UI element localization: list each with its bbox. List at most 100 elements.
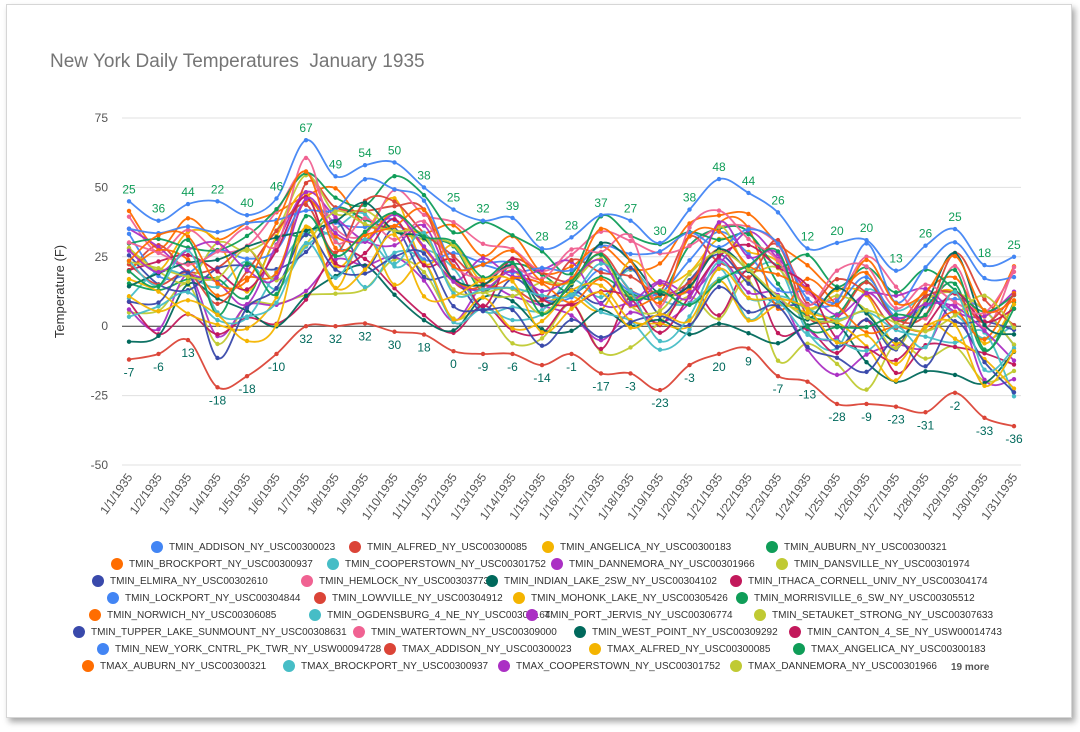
legend-item[interactable]: TMAX_BROCKPORT_NY_USC00300937 <box>283 660 488 672</box>
data-point <box>185 337 191 343</box>
data-point <box>923 265 928 270</box>
data-point <box>864 324 869 330</box>
data-label-min: 32 <box>299 332 313 346</box>
legend-item[interactable]: TMIN_WATERTOWN_NY_USC00309000 <box>353 626 557 638</box>
legend-item[interactable]: TMAX_COOPERSTOWN_NY_USC00301752 <box>498 660 720 672</box>
data-point <box>657 240 663 246</box>
data-label-max: 54 <box>358 146 372 160</box>
data-point <box>893 312 899 317</box>
legend-item[interactable]: TMAX_ALFRED_NY_USC00300085 <box>589 643 770 655</box>
legend-item[interactable]: TMIN_LOWVILLE_NY_USC00304912 <box>314 592 503 604</box>
data-point <box>215 317 220 323</box>
data-point <box>569 264 574 269</box>
data-point <box>451 294 456 299</box>
data-label-min: 18 <box>417 341 431 355</box>
data-point <box>244 301 250 307</box>
data-point <box>333 230 338 236</box>
data-point <box>480 256 486 261</box>
data-point <box>510 285 515 291</box>
legend-item[interactable]: TMIN_ADDISON_NY_USC00300023 <box>151 541 335 553</box>
data-point <box>421 274 427 280</box>
data-point <box>923 364 928 369</box>
data-point <box>421 207 427 213</box>
data-point <box>480 295 486 300</box>
legend-item[interactable]: TMIN_ITHACA_CORNELL_UNIV_NY_USC00304174 <box>730 575 988 587</box>
data-label-min: 13 <box>181 346 195 360</box>
data-point <box>185 237 191 243</box>
data-point <box>244 338 250 344</box>
data-point <box>864 241 869 246</box>
data-point <box>156 283 161 289</box>
legend-item[interactable]: TMIN_ELMIRA_NY_USC00302610 <box>92 575 268 587</box>
data-point <box>893 293 899 298</box>
data-point <box>1011 376 1017 382</box>
legend-swatch <box>353 626 365 638</box>
data-point <box>274 228 279 233</box>
data-point <box>716 313 722 318</box>
data-point <box>952 250 958 256</box>
legend-item[interactable]: TMIN_ALFRED_NY_USC00300085 <box>349 541 527 553</box>
data-point <box>156 304 161 309</box>
data-point <box>510 233 515 238</box>
data-point <box>274 292 279 297</box>
data-point <box>746 275 751 280</box>
data-point <box>185 224 191 229</box>
data-point <box>303 293 309 299</box>
data-label-max: 40 <box>240 196 254 210</box>
legend-label: TMIN_MOHONK_LAKE_NY_USC00305426 <box>531 592 728 604</box>
legend-swatch <box>111 558 123 570</box>
data-point <box>598 270 604 275</box>
legend-more-link[interactable]: 19 more <box>951 662 990 673</box>
data-point <box>923 301 928 307</box>
data-point <box>156 266 161 271</box>
data-point <box>244 314 250 319</box>
legend-item[interactable]: TMAX_DANNEMORA_NY_USC00301966 <box>730 660 937 672</box>
legend-swatch <box>486 575 498 587</box>
legend-item[interactable]: TMIN_DANNEMORA_NY_USC00301966 <box>551 558 755 570</box>
data-point <box>982 293 987 298</box>
legend-item[interactable]: TMIN_NEW_YORK_CNTRL_PK_TWR_NY_USW0009472… <box>97 643 381 655</box>
data-point <box>598 335 604 340</box>
data-point <box>687 243 692 249</box>
data-label-min: 0 <box>450 357 457 371</box>
legend-item[interactable]: TMIN_AUBURN_NY_USC00300321 <box>766 541 947 553</box>
legend-item[interactable]: TMIN_INDIAN_LAKE_2SW_NY_USC00304102 <box>486 575 717 587</box>
data-point <box>864 360 869 365</box>
data-point <box>805 324 810 330</box>
data-point <box>244 246 250 252</box>
data-point <box>156 236 161 242</box>
series-3 <box>126 224 1017 389</box>
legend-item[interactable]: TMIN_HEMLOCK_NY_USC00303773 <box>301 575 489 587</box>
data-point <box>716 176 722 182</box>
legend-item[interactable]: TMIN_NORWICH_NY_USC00306085 <box>89 609 276 621</box>
legend-item[interactable]: TMIN_SETAUKET_STRONG_NY_USC00307633 <box>754 609 993 621</box>
legend-item[interactable]: TMAX_ADDISON_NY_USC00300023 <box>384 643 572 655</box>
legend-item[interactable]: TMIN_BROCKPORT_NY_USC00300937 <box>111 558 313 570</box>
data-point <box>775 281 781 286</box>
legend-item[interactable]: TMIN_OGDENSBURG_4_NE_NY_USC00306164 <box>309 609 550 621</box>
data-point <box>952 275 958 280</box>
data-point <box>746 318 751 323</box>
legend-item[interactable]: TMIN_PORT_JERVIS_NY_USC00306774 <box>526 609 733 621</box>
legend-item[interactable]: TMIN_CANTON_4_SE_NY_USW00014743 <box>789 626 1002 638</box>
legend-item[interactable]: TMIN_MOHONK_LAKE_NY_USC00305426 <box>513 592 728 604</box>
legend-item[interactable]: TMIN_WEST_POINT_NY_USC00309292 <box>574 626 778 638</box>
legend-item[interactable]: TMAX_AUBURN_NY_USC00300321 <box>82 660 266 672</box>
data-point <box>392 196 397 201</box>
legend-swatch <box>754 609 766 621</box>
data-point <box>864 401 869 407</box>
legend-item[interactable]: TMIN_DANSVILLE_NY_USC00301974 <box>776 558 970 570</box>
series-1 <box>126 138 1017 273</box>
legend-item[interactable]: TMIN_TUPPER_LAKE_SUNMOUNT_NY_USC00308631 <box>73 626 347 638</box>
data-point <box>952 336 958 341</box>
legend-item[interactable]: TMAX_ANGELICA_NY_USC00300183 <box>793 643 986 655</box>
legend-item[interactable]: TMIN_MORRISVILLE_6_SW_NY_USC00305512 <box>736 592 975 604</box>
legend-item[interactable]: TMIN_LOCKPORT_NY_USC00304844 <box>107 592 300 604</box>
legend-item[interactable]: TMIN_COOPERSTOWN_NY_USC00301752 <box>327 558 546 570</box>
data-point <box>864 274 869 280</box>
data-point <box>274 207 279 212</box>
data-label-max: 12 <box>801 229 815 243</box>
data-point <box>982 347 987 352</box>
legend-item[interactable]: TMIN_ANGELICA_NY_USC00300183 <box>542 541 731 553</box>
data-point <box>303 228 309 233</box>
